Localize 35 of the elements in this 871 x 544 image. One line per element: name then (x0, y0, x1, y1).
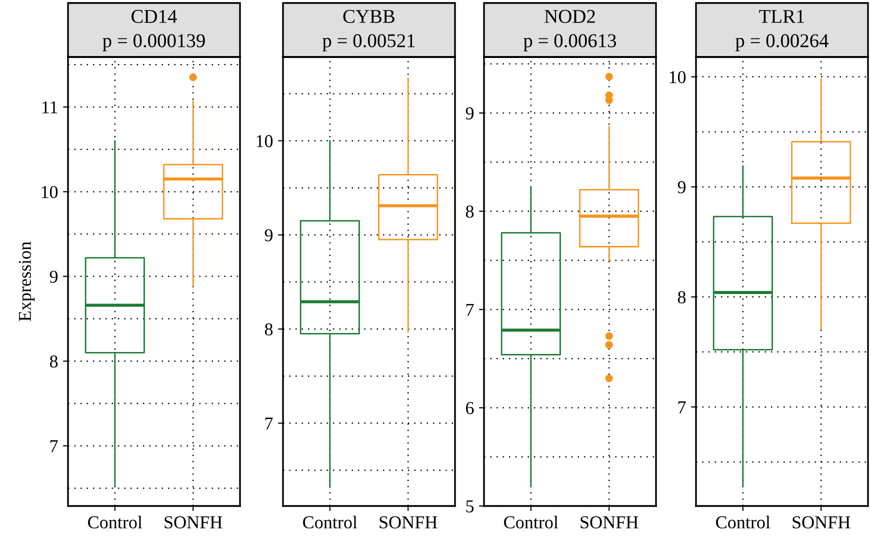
y-axis-title: Expression (18, 242, 35, 322)
y-tick-label: 5 (466, 500, 474, 512)
y-tick-label: 10 (256, 135, 273, 148)
y-tick-label: 9 (50, 270, 58, 283)
y-tick-label: 6 (466, 402, 474, 414)
x-tick-label: SONFH (380, 516, 438, 528)
y-tick-label: 8 (466, 206, 474, 218)
x-tick-label: Control (88, 516, 142, 528)
y-tick-label: 7 (50, 440, 58, 452)
y-tick-label: 9 (466, 107, 474, 120)
chart-subtitle: p = 0.00613 (524, 34, 616, 52)
x-tick-label: SONFH (164, 516, 222, 528)
chart-title: TLR1 (759, 10, 804, 23)
y-tick-label: 7 (678, 401, 686, 414)
chart-subtitle: p = 0.000139 (102, 34, 205, 52)
x-tick-label: Control (504, 516, 558, 528)
y-tick-label: 8 (264, 323, 273, 336)
x-tick-label: SONFH (580, 516, 638, 528)
chart-subtitle: p = 0.00521 (322, 34, 415, 52)
y-tick-label: 7 (265, 418, 273, 430)
y-tick-label: 11 (42, 101, 58, 114)
chart-title: CD14 (132, 10, 177, 23)
x-tick-label: Control (716, 516, 770, 528)
x-tick-label: SONFH (792, 516, 850, 528)
y-tick-label: 7 (466, 304, 474, 316)
chart-title: CYBB (343, 10, 395, 23)
y-tick-label: 8 (50, 355, 58, 368)
y-tick-label: 9 (678, 181, 686, 194)
chart-subtitle: p = 0.00264 (736, 34, 828, 52)
y-tick-label: 10 (42, 186, 58, 198)
chart-title: NOD2 (544, 10, 595, 23)
y-tick-label: 9 (264, 229, 273, 242)
x-tick-label: Control (303, 516, 358, 528)
y-tick-label: 10 (670, 71, 686, 84)
y-tick-label: 8 (678, 291, 686, 304)
